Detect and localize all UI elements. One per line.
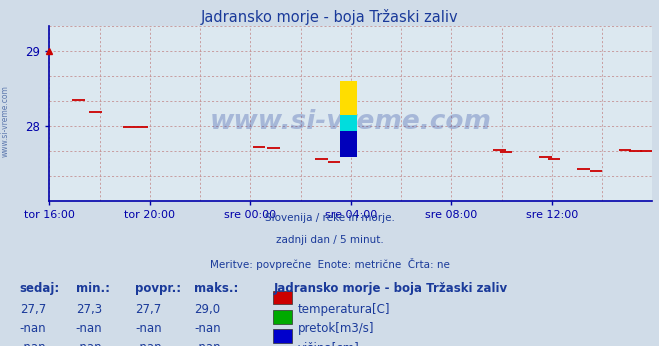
Text: Slovenija / reke in morje.: Slovenija / reke in morje. xyxy=(264,213,395,223)
Text: -nan: -nan xyxy=(194,341,221,346)
FancyBboxPatch shape xyxy=(341,115,357,132)
Text: pretok[m3/s]: pretok[m3/s] xyxy=(298,322,374,335)
Text: -nan: -nan xyxy=(76,322,102,335)
Text: maks.:: maks.: xyxy=(194,282,239,295)
Text: zadnji dan / 5 minut.: zadnji dan / 5 minut. xyxy=(275,235,384,245)
Text: Jadransko morje - boja Tržaski zaliv: Jadransko morje - boja Tržaski zaliv xyxy=(201,9,458,25)
Text: -nan: -nan xyxy=(20,322,46,335)
Text: min.:: min.: xyxy=(76,282,110,295)
Text: višina[cm]: višina[cm] xyxy=(298,341,360,346)
Text: -nan: -nan xyxy=(135,341,161,346)
Text: -nan: -nan xyxy=(76,341,102,346)
Text: www.si-vreme.com: www.si-vreme.com xyxy=(210,109,492,135)
Text: -nan: -nan xyxy=(194,322,221,335)
Text: 27,7: 27,7 xyxy=(20,303,46,316)
Text: Jadransko morje - boja Tržaski zaliv: Jadransko morje - boja Tržaski zaliv xyxy=(273,282,507,295)
Text: www.si-vreme.com: www.si-vreme.com xyxy=(1,85,10,157)
Text: temperatura[C]: temperatura[C] xyxy=(298,303,390,316)
Text: Meritve: povprečne  Enote: metrične  Črta: ne: Meritve: povprečne Enote: metrične Črta:… xyxy=(210,258,449,270)
FancyBboxPatch shape xyxy=(341,131,357,157)
Text: -nan: -nan xyxy=(135,322,161,335)
Text: 27,7: 27,7 xyxy=(135,303,161,316)
Text: povpr.:: povpr.: xyxy=(135,282,181,295)
Text: 29,0: 29,0 xyxy=(194,303,221,316)
Text: 27,3: 27,3 xyxy=(76,303,102,316)
Text: -nan: -nan xyxy=(20,341,46,346)
FancyBboxPatch shape xyxy=(341,81,357,115)
Text: sedaj:: sedaj: xyxy=(20,282,60,295)
